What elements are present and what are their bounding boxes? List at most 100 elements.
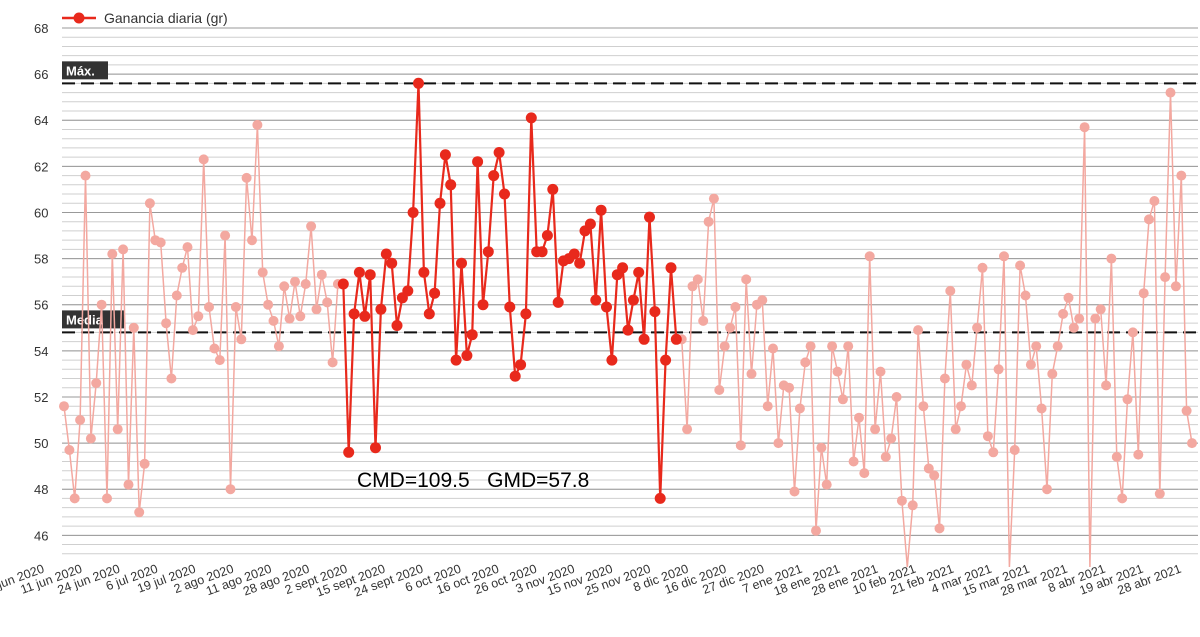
data-point xyxy=(290,276,300,287)
data-point xyxy=(155,237,166,248)
data-point xyxy=(708,193,719,204)
data-point xyxy=(263,299,274,310)
data-point xyxy=(832,366,843,377)
y-tick-label: 60 xyxy=(34,205,48,220)
data-point xyxy=(735,440,746,451)
data-point xyxy=(509,370,521,382)
data-point xyxy=(85,433,96,444)
data-point xyxy=(891,392,902,402)
data-point xyxy=(230,302,241,312)
data-point xyxy=(520,308,532,320)
data-point xyxy=(961,359,972,370)
data-point xyxy=(547,183,559,195)
data-point xyxy=(515,359,527,371)
data-point xyxy=(923,463,934,474)
data-point xyxy=(870,424,881,435)
data-point xyxy=(698,315,709,326)
data-point xyxy=(273,341,284,352)
data-point xyxy=(800,357,811,368)
data-point xyxy=(247,235,257,246)
data-point xyxy=(816,442,827,453)
data-point xyxy=(107,249,118,259)
data-point xyxy=(1025,359,1036,370)
data-point xyxy=(859,468,870,479)
data-point xyxy=(380,248,392,260)
data-point xyxy=(59,401,69,412)
cmd-gmd-annotation: CMD=109.5 GMD=57.8 xyxy=(357,469,589,492)
data-point xyxy=(784,382,795,393)
data-point xyxy=(423,308,435,320)
data-point xyxy=(1138,288,1149,299)
data-point xyxy=(880,451,891,462)
data-point xyxy=(402,285,414,297)
series-ganancia-diaria xyxy=(59,77,1197,568)
data-point xyxy=(886,433,897,444)
data-point xyxy=(337,278,349,290)
data-point xyxy=(257,267,268,278)
data-point xyxy=(741,274,752,285)
data-point xyxy=(682,424,693,435)
data-point xyxy=(687,281,698,292)
data-point xyxy=(177,262,188,273)
data-point xyxy=(214,355,225,366)
data-point xyxy=(977,262,988,273)
data-point xyxy=(209,343,220,354)
data-point xyxy=(950,424,961,435)
data-point xyxy=(1160,272,1171,283)
data-point xyxy=(225,484,236,495)
data-point xyxy=(182,242,193,253)
data-point xyxy=(1031,341,1042,352)
data-point xyxy=(541,230,553,241)
data-point xyxy=(1176,170,1187,181)
data-point xyxy=(123,479,134,490)
data-point xyxy=(1042,484,1052,495)
data-point xyxy=(472,156,484,168)
data-point xyxy=(568,248,580,260)
data-point xyxy=(896,495,907,506)
data-point xyxy=(434,197,446,209)
y-tick-label: 52 xyxy=(34,390,48,405)
data-point xyxy=(236,334,247,345)
data-point xyxy=(768,343,778,354)
data-point xyxy=(525,112,537,124)
data-point xyxy=(746,368,757,379)
data-point xyxy=(128,322,139,333)
data-point xyxy=(1187,438,1197,449)
data-point xyxy=(622,324,634,336)
data-point xyxy=(343,446,355,458)
data-point xyxy=(805,341,816,352)
data-point xyxy=(993,364,1004,375)
data-point xyxy=(375,303,387,315)
data-point xyxy=(488,170,500,182)
data-point xyxy=(279,281,290,292)
data-point xyxy=(595,204,607,216)
data-point xyxy=(499,188,510,200)
y-tick-label: 58 xyxy=(34,252,48,267)
data-point xyxy=(692,274,703,285)
data-point xyxy=(1052,341,1063,352)
data-point xyxy=(450,354,462,366)
data-point xyxy=(988,447,999,458)
data-point xyxy=(536,246,548,258)
data-point xyxy=(999,251,1009,262)
data-point xyxy=(714,385,725,395)
data-point xyxy=(649,306,661,318)
data-point xyxy=(268,315,279,326)
y-tick-label: 56 xyxy=(34,298,48,313)
data-point xyxy=(504,301,516,313)
data-point xyxy=(794,403,805,414)
y-axis: 46 48 50 52 54 56 58 60 62 64 66 68 xyxy=(34,21,48,543)
legend: Ganancia diaria (gr) xyxy=(62,10,228,26)
series-line-faded xyxy=(63,124,339,513)
data-point xyxy=(439,149,451,161)
data-point xyxy=(353,266,365,278)
data-point xyxy=(311,304,322,315)
reference-lines: Máx. Media xyxy=(62,61,1198,334)
data-point xyxy=(144,198,155,209)
data-point xyxy=(1063,292,1074,303)
data-point xyxy=(837,394,848,405)
data-point xyxy=(966,380,977,391)
data-point xyxy=(730,302,741,312)
data-point xyxy=(864,251,875,262)
